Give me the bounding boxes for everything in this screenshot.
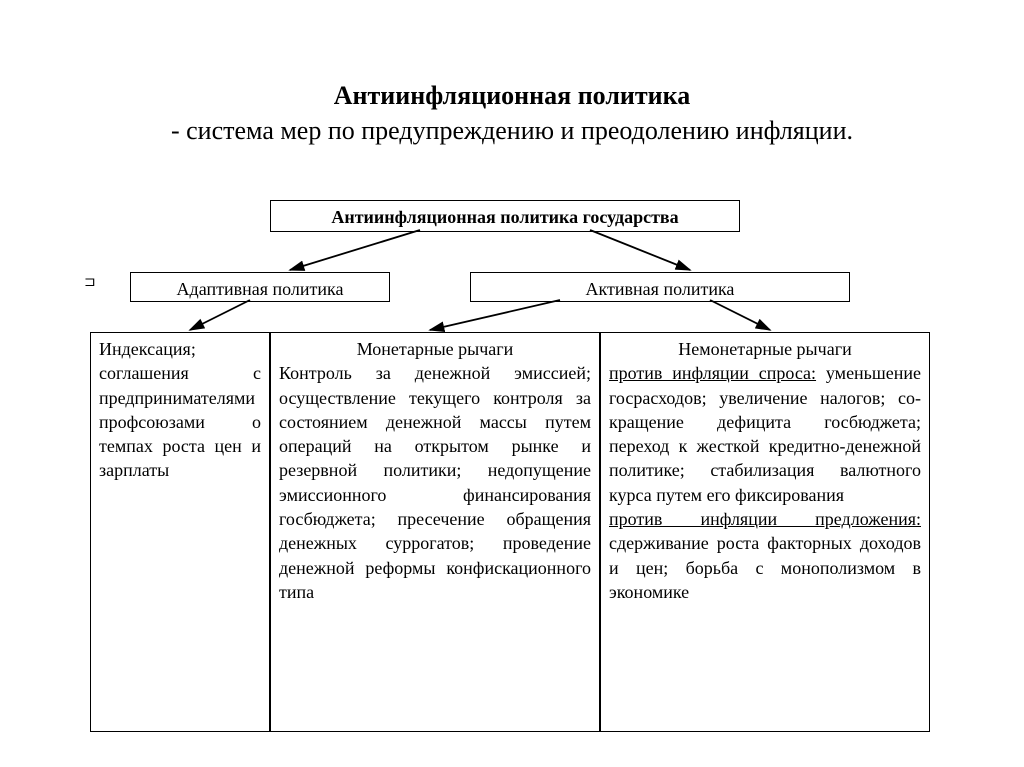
title-line1: Антиинфляционная политика — [334, 81, 691, 110]
page-title: Антиинфляционная политика - система мер … — [0, 0, 1024, 148]
axis-mark: ⊐ — [84, 274, 96, 291]
monetary-box: Монетарные рычаги Контроль за денежной э… — [270, 332, 600, 732]
nonmonetary-demand-body: уменьшение госрасходов; увеличение налог… — [609, 363, 921, 504]
title-line2-prefix: - — [171, 116, 186, 145]
nonmonetary-title: Немонетарные рычаги — [609, 337, 921, 361]
adaptive-box: Адаптивная политика — [130, 272, 390, 302]
active-label: Активная политика — [586, 279, 735, 299]
title-line2: система мер по предупреждению и преодоле… — [186, 116, 853, 145]
adaptive-body-box: Индексация; соглашения с предприни­мател… — [90, 332, 270, 732]
nonmonetary-supply-label: против инфляции предло­жения: — [609, 509, 921, 529]
root-box: Антиинфляционная политика государства — [270, 200, 740, 232]
nonmonetary-box: Немонетарные рычаги против инфляции спро… — [600, 332, 930, 732]
adaptive-label: Адаптивная политика — [177, 279, 344, 299]
nonmonetary-demand-label: против инфляции спроса: — [609, 363, 816, 383]
active-box: Активная политика — [470, 272, 850, 302]
adaptive-body: Индексация; соглашения с предприни­мател… — [99, 339, 261, 480]
monetary-title: Монетарные рычаги — [279, 337, 591, 361]
monetary-body: Контроль за денежной эмиссией; осуществл… — [279, 363, 591, 602]
root-label: Антиинфляционная политика государства — [331, 207, 678, 227]
nonmonetary-supply-body: сдерживание роста факторных доходов и це… — [609, 533, 921, 602]
